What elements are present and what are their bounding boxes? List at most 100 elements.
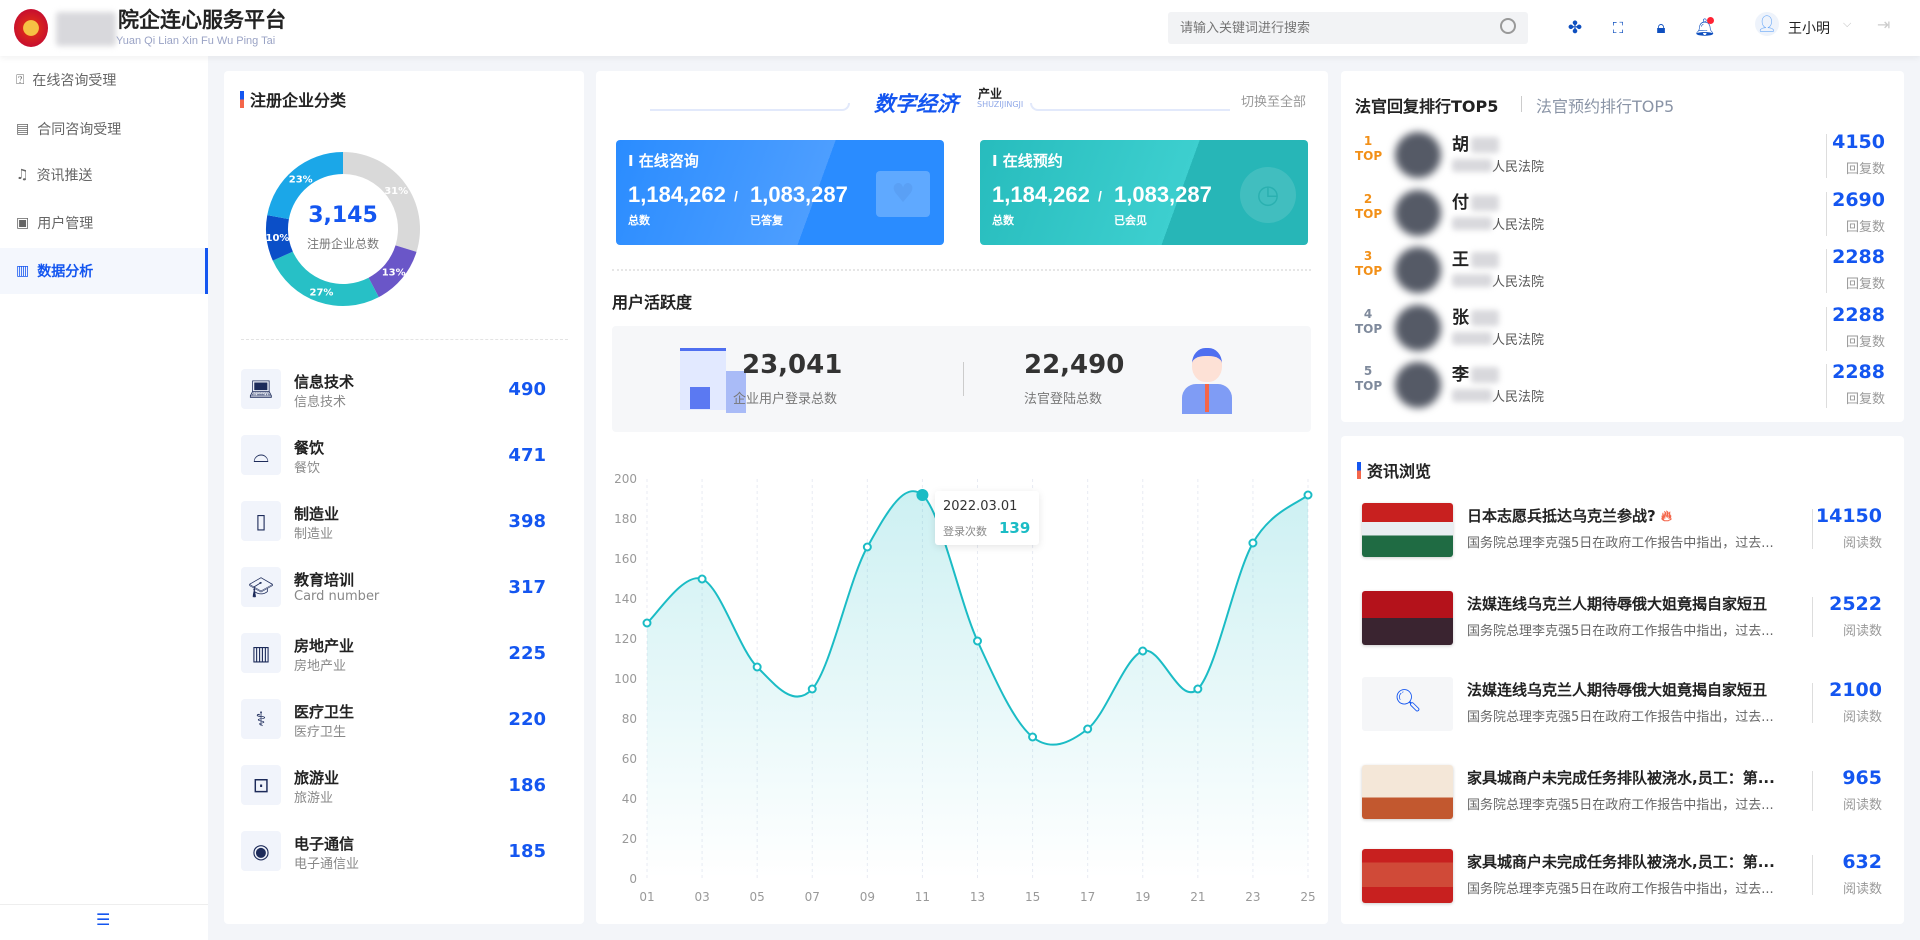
category-item[interactable]: ⊡ 旅游业 旅游业 186 [241, 765, 546, 809]
lock-icon[interactable]: 🔒︎ [1656, 18, 1666, 38]
data-point[interactable] [752, 662, 762, 672]
category-name: 房地产业 [294, 637, 355, 655]
online-appointment-card[interactable]: I 在线预约 1,184,262 / 1,083,287 总数 已会见 ◷ [980, 140, 1308, 245]
brand-subtitle: Yuan Qi Lian Xin Fu Wu Ping Tai [116, 35, 276, 47]
redacted-name [1471, 194, 1499, 211]
sidebar-item-data-analysis[interactable]: ▥ 数据分析 [0, 248, 208, 294]
search-icon[interactable] [1500, 18, 1516, 34]
news-title-text: 法媒连线乌克兰人期待辱俄大姐竟揭自家短丑 [1467, 595, 1768, 613]
donut-slice-label: 10% [266, 233, 290, 244]
data-point[interactable] [862, 542, 872, 552]
data-point[interactable] [916, 489, 929, 501]
dish-cover-icon: ⌓ [241, 435, 281, 475]
category-item[interactable]: ▥ 房地产业 房地产业 225 [241, 633, 546, 677]
top-header: 院企连心服务平台 Yuan Qi Lian Xin Fu Wu Ping Tai… [0, 0, 1920, 56]
sidebar-item-user-management[interactable]: ▣ 用户管理 [16, 215, 94, 232]
sidebar-item-news-push[interactable]: ♫ 资讯推送 [16, 167, 93, 184]
donut-slice[interactable] [267, 152, 343, 220]
category-item[interactable]: ⚕ 医疗卫生 医疗卫生 220 [241, 699, 546, 743]
data-point[interactable] [697, 574, 707, 584]
data-point[interactable] [1028, 732, 1038, 742]
news-item[interactable]: 日本志愿兵抵达乌克兰参战? 🔥︎ 国务院总理李克强5日在政府工作报告中指出，过去… [1362, 503, 1882, 559]
news-item[interactable]: 法媒连线乌克兰人期待辱俄大姐竟揭自家短丑 国务院总理李克强5日在政府工作报告中指… [1362, 591, 1882, 647]
category-item[interactable]: ⌓ 餐饮 餐饮 471 [241, 435, 546, 479]
reply-count: 2288 [1832, 361, 1885, 383]
data-point[interactable] [807, 684, 817, 694]
redacted-court [1452, 389, 1492, 402]
donut-slice[interactable] [272, 251, 379, 306]
title-marker [240, 90, 244, 108]
data-point[interactable] [1083, 724, 1093, 734]
roll-icon: ▯ [241, 501, 281, 541]
redacted-name [1471, 367, 1499, 383]
card-title: I 在线咨询 [628, 152, 699, 170]
sidebar-item-online-consult[interactable]: ⍰ 在线咨询受理 [16, 72, 117, 89]
search-input[interactable] [1168, 12, 1528, 44]
data-point[interactable] [973, 636, 982, 646]
enterprise-logins-label: 企业用户登录总数 [732, 392, 837, 407]
data-point[interactable] [1248, 538, 1258, 548]
rank-number: 3 [1363, 249, 1373, 263]
online-consult-card[interactable]: I 在线咨询 1,184,262 / 1,083,287 总数 已答复 ♥ [616, 140, 944, 245]
ranking-row[interactable]: 1 TOP 胡 人民法院 4150 回复数 [1355, 128, 1885, 185]
donut-slice[interactable] [343, 152, 420, 252]
signal-icon: ◉ [241, 831, 281, 871]
data-point[interactable] [1193, 684, 1203, 694]
y-tick-label: 100 [614, 672, 637, 686]
chevron-down-icon[interactable]: ⌵ [1843, 17, 1852, 30]
donut-slice[interactable] [368, 245, 417, 298]
category-item[interactable]: ◉ 电子通信 电子通信业 185 [241, 831, 546, 875]
donut-slice[interactable] [266, 215, 293, 261]
court-name: 人民法院 [1452, 214, 1544, 233]
ranking-row[interactable]: 2 TOP 付 人民法院 2690 回复数 [1355, 186, 1885, 243]
ranking-row[interactable]: 3 TOP 王 人民法院 2288 回复数 [1355, 243, 1885, 300]
data-point[interactable] [642, 618, 652, 628]
enterprise-logins: 23,041 [742, 350, 843, 380]
user-name[interactable]: 王小明 [1788, 21, 1830, 37]
fullscreen-icon[interactable]: ⛶ [1612, 19, 1624, 37]
graduation-cap-icon: 🎓︎ [241, 567, 281, 607]
tab-reply-ranking[interactable]: 法官回复排行TOP5 [1355, 97, 1499, 116]
tab-appointment-ranking[interactable]: 法官预约排行TOP5 [1536, 97, 1675, 116]
rank-top-label: TOP [1355, 149, 1383, 163]
redacted-name [1471, 252, 1499, 268]
read-count: 2100 [1829, 679, 1882, 701]
ranking-row[interactable]: 4 TOP 张 人民法院 2288 回复数 [1355, 301, 1885, 358]
collapse-menu-icon[interactable]: ☰ [96, 910, 111, 929]
avatar[interactable]: 👤︎ [1755, 12, 1779, 36]
category-item[interactable]: 🎓︎ 教育培训 Card number 317 [241, 567, 546, 611]
court-name: 人民法院 [1452, 329, 1544, 348]
logout-icon[interactable]: ⇥ [1877, 15, 1891, 34]
avatar [1395, 247, 1441, 293]
x-tick-label: 09 [860, 890, 875, 904]
redacted-name [1471, 309, 1499, 326]
divider [1826, 364, 1827, 408]
y-tick-label: 140 [614, 592, 637, 606]
news-summary: 国务院总理李克强5日在政府工作报告中指出，过去... [1467, 882, 1774, 897]
news-item[interactable]: 家具城商户未完成任务排队被浇水,员工：第... 国务院总理李克强5日在政府工作报… [1362, 765, 1882, 821]
fire-icon: 🔥︎ [1655, 507, 1672, 525]
sidebar: ⍰ 在线咨询受理 ▤ 合同咨询受理 ♫ 资讯推送 ▣ 用户管理 ▥ 数据分析 ☰ [0, 56, 208, 940]
activity-stats-panel: 23,041 企业用户登录总数 22,490 法官登陆总数 [612, 326, 1311, 432]
rank-badge: 4 TOP [1355, 307, 1382, 337]
divider [1826, 249, 1827, 293]
category-item[interactable]: 💻︎ 信息技术 信息技术 490 [241, 369, 546, 413]
category-name: 信息技术 [294, 373, 355, 391]
category-name: 餐饮 [294, 439, 325, 457]
bell-icon[interactable]: 🔔︎ [1694, 17, 1716, 38]
news-item[interactable]: 🔍︎ 法媒连线乌克兰人期待辱俄大姐竟揭自家短丑 国务院总理李克强5日在政府工作报… [1362, 677, 1882, 733]
category-subtitle: 制造业 [294, 527, 334, 542]
category-item[interactable]: ▯ 制造业 制造业 398 [241, 501, 546, 545]
ranking-row[interactable]: 5 TOP 李 人民法院 2288 回复数 [1355, 358, 1885, 415]
divider [1812, 855, 1813, 895]
data-point[interactable] [1138, 646, 1148, 656]
notification-dot [1707, 17, 1714, 24]
apps-icon[interactable]: ✤ [1567, 18, 1583, 38]
news-title: 家具城商户未完成任务排队被浇水,员工：第... [1467, 767, 1797, 788]
news-item[interactable]: 家具城商户未完成任务排队被浇水,员工：第... 国务院总理李克强5日在政府工作报… [1362, 849, 1882, 905]
card-title: I 在线预约 [992, 152, 1063, 170]
sidebar-item-contract-consult[interactable]: ▤ 合同咨询受理 [16, 121, 122, 138]
data-point[interactable] [1303, 490, 1313, 500]
switch-all-link[interactable]: 切换至全部 [1241, 95, 1307, 110]
appointment-total: 1,184,262 [992, 182, 1090, 207]
